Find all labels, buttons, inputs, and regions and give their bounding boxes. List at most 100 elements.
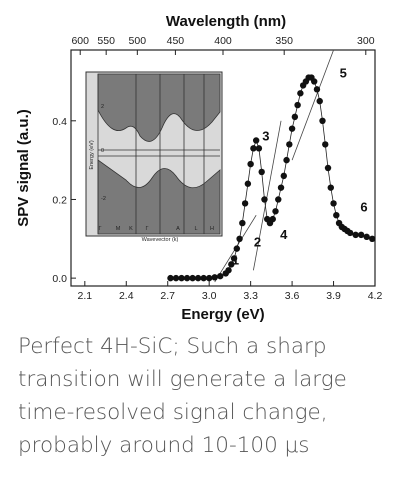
data-point xyxy=(205,274,213,282)
data-point xyxy=(280,172,287,180)
x-tick-label: 2.1 xyxy=(78,290,93,302)
data-point xyxy=(261,196,268,203)
data-point xyxy=(172,274,180,282)
data-point xyxy=(330,200,337,207)
data-point xyxy=(327,184,334,191)
data-point xyxy=(322,141,329,148)
inset-ylabel: Energy (eV) xyxy=(89,140,95,170)
inset-labels: Γ M K Γ A L H Wavevector (k) Energy (eV) 0 2 -2 xyxy=(89,104,214,243)
data-point xyxy=(236,235,243,242)
top-tick-label: 400 xyxy=(214,35,232,47)
peak-label: 3 xyxy=(262,128,269,143)
data-points xyxy=(167,74,376,282)
data-point xyxy=(363,233,370,241)
data-point xyxy=(288,125,296,132)
spv-chart: Wavelength (nm) 600 550 500 450 400 3 5 0 300 Γ M… xyxy=(15,13,383,323)
data-point xyxy=(286,141,293,148)
inset-kpoint-label: M xyxy=(116,226,121,232)
data-point xyxy=(250,145,257,152)
y-tick-label: 0.4 xyxy=(52,116,67,128)
data-point xyxy=(275,196,282,203)
top-tick-label: 450 xyxy=(167,35,185,47)
tangent-line xyxy=(253,120,282,271)
data-point xyxy=(217,272,224,280)
data-point xyxy=(291,113,299,121)
peak-label: 1 xyxy=(232,252,239,267)
data-point xyxy=(258,168,265,176)
y-axis-title: SPV signal (a.u.) xyxy=(15,109,32,227)
data-point xyxy=(211,274,218,281)
data-point xyxy=(352,231,359,239)
inset-ytick-label: 0 xyxy=(101,148,104,154)
data-point xyxy=(357,231,365,239)
data-point xyxy=(313,86,321,93)
data-point xyxy=(252,137,260,144)
top-axis-title: Wavelength (nm) xyxy=(166,13,286,30)
caption-text: Perfect 4H-SiC; Such a sharp transition … xyxy=(18,334,347,458)
plot-frame xyxy=(70,49,376,287)
data-point xyxy=(239,219,246,227)
x-tick-label: 2.7 xyxy=(160,290,175,302)
inset-kpoint-label: L xyxy=(194,226,197,232)
data-point xyxy=(333,212,340,219)
data-point xyxy=(283,156,290,164)
x-axis-ticks: 2.1 2.4 2.7 3.0 3.3 3.6 3.9 4.2 xyxy=(78,281,383,302)
data-point xyxy=(311,78,318,85)
x-tick-label: 3.3 xyxy=(243,290,258,302)
tangent-line xyxy=(291,49,334,161)
data-point xyxy=(225,267,232,274)
top-tick-label: 300 xyxy=(357,35,375,47)
data-point xyxy=(324,164,332,172)
data-point xyxy=(167,274,174,282)
data-point xyxy=(277,184,285,191)
data-point xyxy=(369,235,376,242)
band-structure-inset: Γ M K Γ A L H Wavevector (k) Energy (eV) 0 2 -2 xyxy=(85,71,223,243)
top-axis-ticks: 600 550 500 450 400 350 300 xyxy=(71,35,375,55)
data-point xyxy=(319,117,326,125)
inset-ytick-label: -2 xyxy=(101,196,106,202)
peak-label: 2 xyxy=(254,235,261,250)
data-point xyxy=(272,208,279,215)
inset-xlabel: Wavevector (k) xyxy=(142,237,179,243)
data-point xyxy=(200,274,207,282)
data-point xyxy=(183,274,191,282)
inset-upper-band xyxy=(97,73,221,142)
x-tick-label: 3.6 xyxy=(285,290,300,302)
inset-ytick-label: 2 xyxy=(101,104,104,110)
peak-label: 5 xyxy=(340,66,347,81)
top-tick-label: 500 xyxy=(129,35,147,47)
top-tick-label: 600 xyxy=(71,35,89,47)
y-tick-label: 0.0 xyxy=(52,273,67,285)
data-point xyxy=(297,90,304,97)
data-point xyxy=(346,229,354,237)
data-point xyxy=(247,160,254,168)
x-tick-label: 2.4 xyxy=(119,290,134,302)
data-point xyxy=(269,215,276,223)
inset-kpoint-label: Γ xyxy=(98,226,101,232)
inset-kpoint-label: A xyxy=(176,226,180,232)
data-point xyxy=(194,274,202,282)
data-point xyxy=(189,274,196,282)
data-point xyxy=(230,255,238,262)
inset-kpoint-label: H xyxy=(210,226,214,232)
y-tick-label: 0.2 xyxy=(52,194,67,206)
inset-kpoint-label: K xyxy=(129,226,133,232)
data-point xyxy=(241,200,249,207)
inset-kpoint-label: Γ xyxy=(145,226,148,232)
data-point xyxy=(255,145,263,152)
data-point xyxy=(228,261,235,268)
x-tick-label: 4.2 xyxy=(368,290,383,302)
x-tick-label: 3.9 xyxy=(326,290,341,302)
inset-lower-band xyxy=(97,159,221,235)
data-point xyxy=(316,97,323,105)
top-tick-label: 550 xyxy=(97,35,115,47)
x-axis-title: Energy (eV) xyxy=(181,306,264,323)
data-point xyxy=(294,101,301,109)
peak-label: 4 xyxy=(280,227,288,242)
peak-label: 6 xyxy=(360,199,367,214)
data-point xyxy=(233,245,241,252)
data-point xyxy=(178,274,185,282)
y-axis-ticks: 0.0 0.2 0.4 xyxy=(52,116,76,285)
x-tick-label: 3.0 xyxy=(202,290,217,302)
peak-labels: 12 3 4 5 6 xyxy=(232,66,368,268)
